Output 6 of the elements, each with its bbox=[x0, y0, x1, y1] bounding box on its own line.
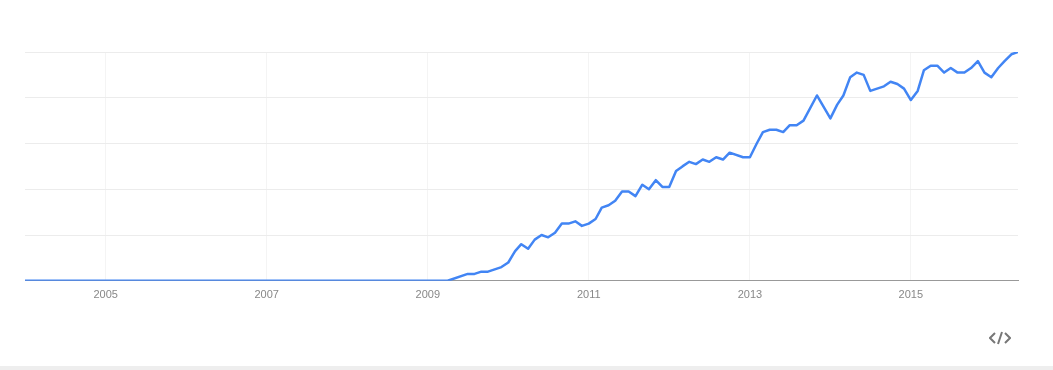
x-tick-label: 2011 bbox=[576, 288, 601, 301]
x-tick-label: 2005 bbox=[93, 288, 118, 301]
x-tick-label: 2015 bbox=[898, 288, 924, 301]
x-tick-label: 2007 bbox=[254, 288, 279, 301]
x-tick-label: 2009 bbox=[415, 288, 441, 301]
x-tick-label: 2013 bbox=[737, 288, 763, 301]
